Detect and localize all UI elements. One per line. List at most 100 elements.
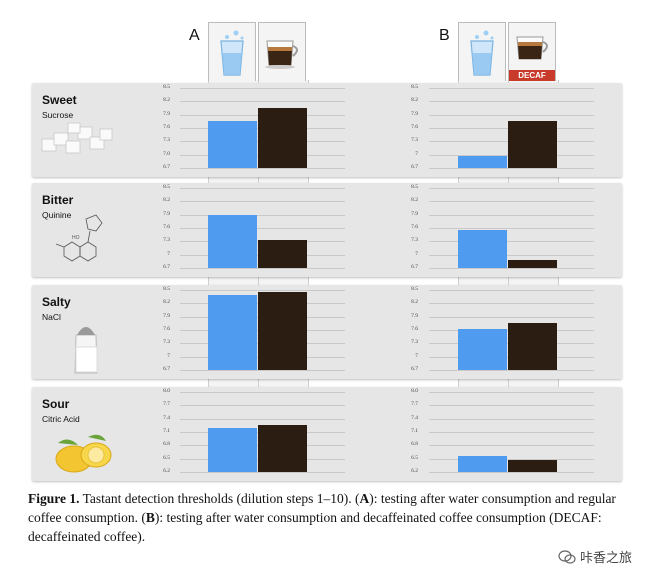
gridline: [429, 214, 594, 216]
y-tick-label: 7.9: [163, 312, 170, 319]
gridline: [429, 290, 594, 291]
coffee-bar: [508, 323, 557, 370]
y-tick-label: 7.3: [163, 237, 170, 244]
gridline: [180, 168, 345, 169]
gridline: [429, 114, 594, 116]
gridline: [180, 405, 345, 407]
gridline: [180, 101, 345, 103]
espresso-cup-icon: [258, 22, 306, 81]
gridline: [429, 254, 594, 256]
y-tick-label: 8.2: [163, 97, 170, 104]
gridline: [429, 268, 594, 269]
y-tick-label: 8.5: [411, 286, 418, 292]
y-tick-label: 7: [167, 352, 170, 359]
wechat-icon: [558, 549, 576, 564]
y-tick-label: 7: [415, 150, 418, 157]
taste-label: Sweet: [42, 93, 77, 107]
y-tick-label: 7.6: [163, 124, 170, 130]
panel-letter-a: A: [189, 27, 200, 44]
y-tick-label: 6.7: [411, 164, 418, 170]
y-tick-label: 8.0: [163, 388, 170, 394]
y-tick-label: 8.5: [411, 84, 418, 90]
gridline: [180, 188, 345, 189]
y-tick-label: 7.9: [411, 110, 418, 117]
y-tick-label: 7.9: [411, 312, 418, 319]
gridline: [429, 303, 594, 305]
gridline: [429, 472, 594, 473]
y-tick-label: 6.7: [411, 264, 418, 270]
caption-b: B: [145, 510, 155, 525]
gridline: [429, 201, 594, 203]
gridline: [429, 405, 594, 407]
y-tick-label: 7.1: [411, 428, 418, 434]
tastant-label: Sucrose: [42, 110, 74, 120]
tastant-label: Quinine: [42, 210, 72, 220]
y-tick-label: 7: [415, 352, 418, 359]
gridline: [429, 188, 594, 189]
y-tick-label: 7: [167, 250, 170, 257]
gridline: [429, 432, 594, 433]
coffee-bar: [258, 425, 307, 472]
gridline: [180, 472, 345, 473]
svg-text:HO: HO: [72, 235, 80, 241]
y-tick-label: 7.7: [163, 401, 170, 408]
gridline: [180, 418, 345, 420]
y-tick-label: 8.2: [163, 197, 170, 204]
gridline: [180, 268, 345, 269]
gridline: [180, 214, 345, 216]
caption-a: A: [359, 491, 370, 506]
water-bar: [458, 329, 507, 370]
water-bar: [458, 230, 507, 268]
water-bar: [458, 456, 507, 472]
gridline: [429, 392, 594, 393]
y-tick-label: 7: [415, 250, 418, 257]
y-tick-label: 6.8: [411, 441, 418, 448]
water-glass-icon: [208, 22, 256, 81]
panel-letter-b: B: [439, 27, 450, 44]
y-tick-label: 8.2: [411, 197, 418, 204]
y-tick-label: 8.5: [163, 84, 170, 90]
y-tick-label: 6.7: [163, 264, 170, 270]
caption-text-1: Tastant detection thresholds (dilution s…: [79, 491, 360, 506]
y-tick-label: 7.3: [163, 339, 170, 346]
gridline: [429, 228, 594, 229]
y-tick-label: 7.9: [411, 210, 418, 217]
gridline: [429, 445, 594, 447]
bitter-illustration-icon: HO: [44, 209, 114, 274]
y-tick-label: 8.5: [163, 286, 170, 292]
gridline: [180, 392, 345, 393]
y-tick-label: 7.6: [411, 326, 418, 332]
gridline: [429, 418, 594, 420]
decaf-label: DECAF: [509, 70, 555, 81]
y-tick-label: 8.2: [411, 299, 418, 306]
y-tick-label: 7.6: [163, 326, 170, 332]
coffee-bar: [258, 292, 307, 370]
watermark: 咔香之旅: [558, 547, 632, 566]
y-tick-label: 7.3: [163, 137, 170, 144]
y-tick-label: 8.5: [411, 184, 418, 190]
y-tick-label: 7.6: [411, 224, 418, 230]
gridline: [180, 88, 345, 89]
water-bar: [208, 427, 257, 472]
gridline: [429, 88, 594, 89]
tastant-label: Citric Acid: [42, 414, 80, 424]
gridline: [429, 370, 594, 371]
y-tick-label: 6.7: [163, 164, 170, 170]
y-tick-label: 7.3: [411, 339, 418, 346]
gridline: [180, 290, 345, 291]
water-bar: [208, 214, 257, 268]
y-tick-label: 7.9: [163, 210, 170, 217]
y-tick-label: 6.2: [411, 468, 418, 474]
y-tick-label: 7.9: [163, 110, 170, 117]
water-bar: [208, 121, 257, 168]
y-tick-label: 7.4: [163, 414, 170, 421]
caption-text-3: ): testing after water consumption and d…: [28, 510, 602, 544]
y-tick-label: 7.4: [411, 414, 418, 421]
sweet-illustration-icon: [38, 113, 118, 168]
gridline: [429, 316, 594, 318]
y-tick-label: 6.7: [411, 366, 418, 372]
y-tick-label: 7.0: [163, 150, 170, 157]
y-tick-label: 8.5: [163, 184, 170, 190]
taste-label: Bitter: [42, 193, 74, 207]
water-bar: [208, 295, 257, 370]
